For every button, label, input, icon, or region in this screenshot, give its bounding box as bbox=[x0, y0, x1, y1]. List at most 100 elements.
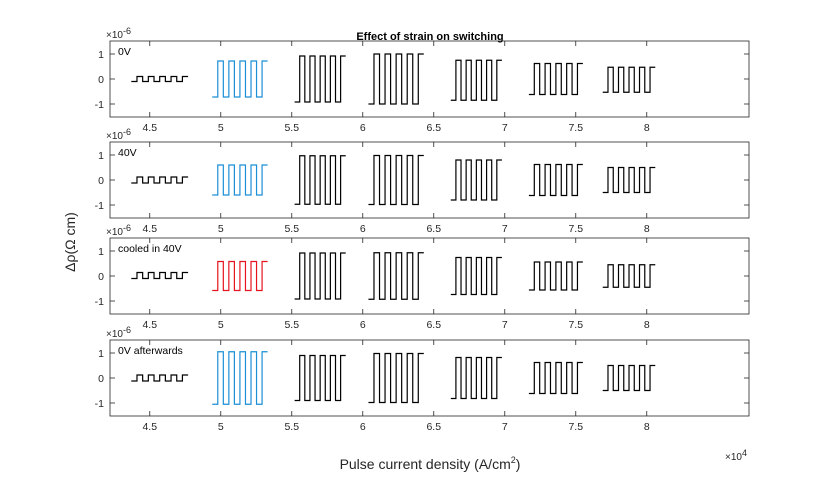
panel-label: 0V bbox=[118, 46, 131, 58]
series-3-square-wave bbox=[294, 55, 346, 103]
series-2-square-wave bbox=[212, 260, 268, 292]
series-7-square-wave bbox=[602, 166, 656, 194]
x-tick-label: 7.5 bbox=[568, 421, 583, 433]
series-1-square-wave bbox=[131, 176, 189, 184]
y-axis-multiplier: ×10-6 bbox=[106, 127, 131, 142]
x-tick-label: 7 bbox=[502, 122, 508, 134]
y-axis-multiplier: ×10-6 bbox=[106, 26, 131, 41]
panel-label: 40V bbox=[118, 147, 137, 159]
series-1-square-wave bbox=[131, 75, 189, 83]
x-tick-label: 4.5 bbox=[142, 223, 157, 235]
y-axis-multiplier-base: ×10 bbox=[106, 131, 123, 142]
x-tick-label: 6 bbox=[360, 223, 366, 235]
x-tick-label: 5 bbox=[218, 319, 224, 331]
x-tick-label: 5.5 bbox=[284, 122, 299, 134]
panel-label: 0V afterwards bbox=[118, 345, 183, 357]
x-tick-label: 4.5 bbox=[142, 421, 157, 433]
x-tick-label: 6 bbox=[360, 122, 366, 134]
x-tick-label: 6 bbox=[360, 319, 366, 331]
x-axis-multiplier-exponent: 4 bbox=[742, 448, 747, 458]
series-6-square-wave bbox=[528, 361, 583, 395]
y-axis-multiplier: ×10-6 bbox=[106, 325, 131, 340]
x-tick-label: 8 bbox=[644, 122, 650, 134]
panel-4: -1 0 1 4.5 5 5.5 6 6.5 7 7.5 8 ×10-6 0V afterwards bbox=[95, 325, 750, 433]
series-7-square-wave bbox=[602, 264, 656, 288]
x-axis-label-main: Pulse current density (A/cm bbox=[340, 456, 511, 472]
x-axis-label-superscript: 2 bbox=[511, 455, 516, 465]
x-tick-label: 8 bbox=[644, 319, 650, 331]
x-axis-multiplier-base: ×10 bbox=[725, 452, 742, 463]
series-4-square-wave bbox=[368, 252, 424, 300]
y-axis-multiplier-base: ×10 bbox=[106, 227, 123, 238]
y-axis-multiplier-base: ×10 bbox=[106, 329, 123, 340]
series-5-square-wave bbox=[450, 356, 502, 400]
series-2-square-wave bbox=[212, 164, 268, 196]
x-tick-label: 7 bbox=[502, 223, 508, 235]
series-5-square-wave bbox=[450, 159, 502, 201]
series-7-square-wave bbox=[602, 364, 656, 392]
x-tick-label: 8 bbox=[644, 421, 650, 433]
x-tick-label: 5 bbox=[218, 421, 224, 433]
series-6-square-wave bbox=[528, 62, 583, 96]
panel-3: -1 0 1 4.5 5 5.5 6 6.5 7 7.5 8 ×10-6 cooled in 40V bbox=[95, 223, 750, 331]
y-tick-label: 0 bbox=[98, 74, 104, 86]
y-axis-multiplier-exponent: -6 bbox=[123, 223, 131, 233]
series-1-square-wave bbox=[131, 374, 189, 382]
series-7-square-wave bbox=[602, 66, 656, 93]
y-tick-label: -1 bbox=[95, 398, 104, 410]
x-tick-label: 6.5 bbox=[426, 421, 441, 433]
x-axis-label-close: ) bbox=[516, 456, 521, 472]
x-tick-label: 7.5 bbox=[568, 223, 583, 235]
y-tick-label: 1 bbox=[98, 49, 104, 61]
y-axis-multiplier-base: ×10 bbox=[106, 30, 123, 41]
series-3-square-wave bbox=[294, 252, 346, 300]
x-tick-label: 7.5 bbox=[568, 319, 583, 331]
x-tick-label: 7 bbox=[502, 421, 508, 433]
series-5-square-wave bbox=[450, 256, 502, 296]
x-tick-label: 5.5 bbox=[284, 421, 299, 433]
y-tick-label: -1 bbox=[95, 296, 104, 308]
x-tick-label: 5 bbox=[218, 223, 224, 235]
y-tick-label: 0 bbox=[98, 175, 104, 187]
x-tick-label: 6.5 bbox=[426, 223, 441, 235]
x-tick-label: 4.5 bbox=[142, 319, 157, 331]
y-tick-label: 1 bbox=[98, 246, 104, 258]
x-tick-label: 5.5 bbox=[284, 223, 299, 235]
y-tick-label: 1 bbox=[98, 150, 104, 162]
x-tick-label: 7.5 bbox=[568, 122, 583, 134]
series-2-square-wave bbox=[212, 60, 268, 98]
x-tick-label: 8 bbox=[644, 223, 650, 235]
series-4-square-wave bbox=[368, 53, 424, 105]
y-axis-multiplier-exponent: -6 bbox=[123, 325, 131, 335]
x-tick-label: 5.5 bbox=[284, 319, 299, 331]
x-tick-label: 4.5 bbox=[142, 122, 157, 134]
series-4-square-wave bbox=[368, 154, 424, 206]
series-2-square-wave bbox=[212, 351, 268, 405]
series-4-square-wave bbox=[368, 352, 424, 404]
x-tick-label: 6.5 bbox=[426, 122, 441, 134]
series-6-square-wave bbox=[528, 261, 583, 291]
x-axis-multiplier: ×104 bbox=[725, 448, 747, 463]
series-5-square-wave bbox=[450, 59, 502, 101]
y-axis-multiplier-exponent: -6 bbox=[123, 127, 131, 137]
x-axis-label: Pulse current density (A/cm2) bbox=[340, 455, 521, 472]
x-tick-label: 6 bbox=[360, 421, 366, 433]
y-tick-label: -1 bbox=[95, 99, 104, 111]
y-tick-label: -1 bbox=[95, 200, 104, 212]
series-6-square-wave bbox=[528, 163, 583, 197]
x-tick-label: 6.5 bbox=[426, 319, 441, 331]
y-tick-label: 0 bbox=[98, 373, 104, 385]
series-1-square-wave bbox=[131, 271, 189, 280]
y-tick-label: 1 bbox=[98, 348, 104, 360]
y-axis-multiplier: ×10-6 bbox=[106, 223, 131, 238]
x-tick-label: 5 bbox=[218, 122, 224, 134]
panel-label: cooled in 40V bbox=[118, 243, 182, 255]
y-axis-multiplier-exponent: -6 bbox=[123, 26, 131, 36]
y-axis-label: Δρ(Ω cm) bbox=[62, 212, 78, 272]
series-3-square-wave bbox=[294, 354, 346, 402]
